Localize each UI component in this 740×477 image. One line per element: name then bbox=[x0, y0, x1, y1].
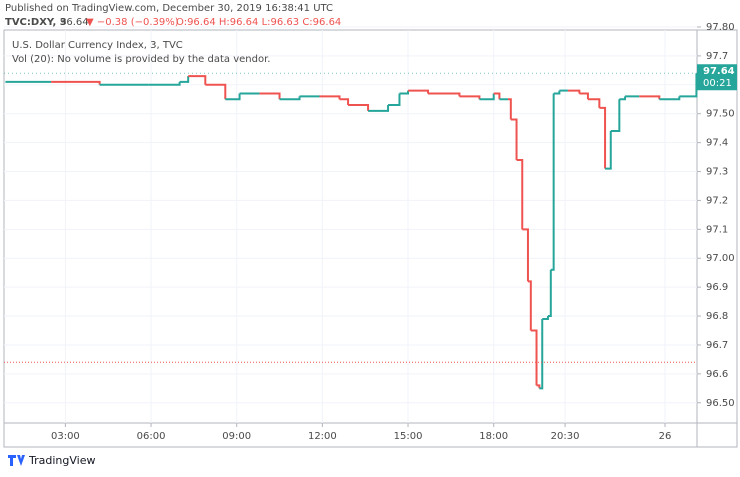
price-step bbox=[539, 318, 544, 390]
published: Published on TradingView.com, December 3… bbox=[5, 3, 333, 14]
grid bbox=[4, 26, 697, 423]
price-step bbox=[547, 269, 552, 318]
price-step bbox=[579, 92, 589, 100]
price-step bbox=[368, 105, 390, 112]
x-tick-label: 26 bbox=[659, 431, 672, 442]
price-step bbox=[619, 96, 627, 101]
series bbox=[5, 73, 698, 390]
x-tick-label: 03:00 bbox=[51, 431, 80, 442]
y-tick-label: 96.8 bbox=[706, 311, 728, 322]
price-step bbox=[408, 89, 430, 94]
price-step bbox=[516, 158, 524, 230]
y-tick-label: 97.00 bbox=[706, 253, 735, 264]
x-tick-label: 12:00 bbox=[308, 431, 337, 442]
countdown: 00:21 bbox=[703, 78, 732, 89]
price-step bbox=[510, 118, 518, 160]
frame bbox=[3, 29, 738, 448]
price-step bbox=[205, 83, 227, 100]
price-step bbox=[567, 89, 581, 94]
last-price-box bbox=[697, 64, 737, 91]
symbol: TVC:DXY, 3 bbox=[5, 17, 67, 28]
y-tick-label: 96.9 bbox=[706, 282, 728, 293]
price-step bbox=[339, 98, 350, 106]
y-tick-label: 97.7 bbox=[706, 51, 728, 62]
x-tick-label: 09:00 bbox=[222, 431, 251, 442]
chart-subtitle: Vol (20): No volume is provided by the d… bbox=[12, 54, 270, 65]
price-step bbox=[51, 80, 101, 85]
y-tick-label: 96.50 bbox=[706, 398, 735, 409]
price-step bbox=[530, 329, 538, 386]
price-step bbox=[459, 95, 481, 100]
price-step bbox=[507, 98, 512, 120]
y-tick-label: 97.2 bbox=[706, 195, 728, 206]
last-price-label: 97.64 bbox=[703, 66, 735, 77]
price-step bbox=[179, 76, 190, 83]
x-tick-label: 18:00 bbox=[479, 431, 508, 442]
y-tick-label: 96.6 bbox=[706, 369, 728, 380]
brand-name: TradingView bbox=[28, 454, 95, 467]
y-tick-label: 97.1 bbox=[706, 224, 728, 235]
price-step bbox=[542, 316, 549, 320]
price-step bbox=[348, 104, 370, 111]
y-tick-label: 97.50 bbox=[706, 109, 735, 120]
y-tick-label: 97.4 bbox=[706, 138, 728, 149]
logo bbox=[8, 455, 25, 466]
price-step bbox=[610, 99, 621, 133]
price-step bbox=[536, 384, 541, 389]
y-tick-label: 97.80 bbox=[706, 22, 735, 33]
price-step bbox=[388, 93, 401, 107]
price-step bbox=[188, 75, 207, 85]
price-step bbox=[479, 93, 495, 101]
x-tick-label: 06:00 bbox=[137, 431, 166, 442]
y-tick-label: 97.3 bbox=[706, 167, 728, 178]
price: 96.64 bbox=[60, 17, 89, 28]
change: ▼ −0.38 (−0.39%) bbox=[86, 17, 179, 28]
y-tick-label: 96.7 bbox=[706, 340, 728, 351]
price-step bbox=[679, 73, 698, 98]
price-step bbox=[527, 280, 532, 331]
brand: TradingView bbox=[8, 454, 95, 467]
chart-title: U.S. Dollar Currency Index, 3, TVC bbox=[12, 40, 183, 51]
price-step bbox=[599, 106, 607, 169]
ohlc: O:96.64 H:96.64 L:96.63 C:96.64 bbox=[176, 17, 341, 28]
price-step bbox=[550, 93, 555, 271]
x-tick-label: 20:30 bbox=[551, 431, 580, 442]
price-step bbox=[493, 92, 501, 100]
price-step bbox=[522, 228, 529, 282]
price-step bbox=[259, 92, 281, 100]
price-step bbox=[605, 131, 612, 170]
price-step bbox=[225, 93, 241, 101]
x-tick-label: 15:00 bbox=[394, 431, 423, 442]
price-step bbox=[587, 98, 601, 108]
